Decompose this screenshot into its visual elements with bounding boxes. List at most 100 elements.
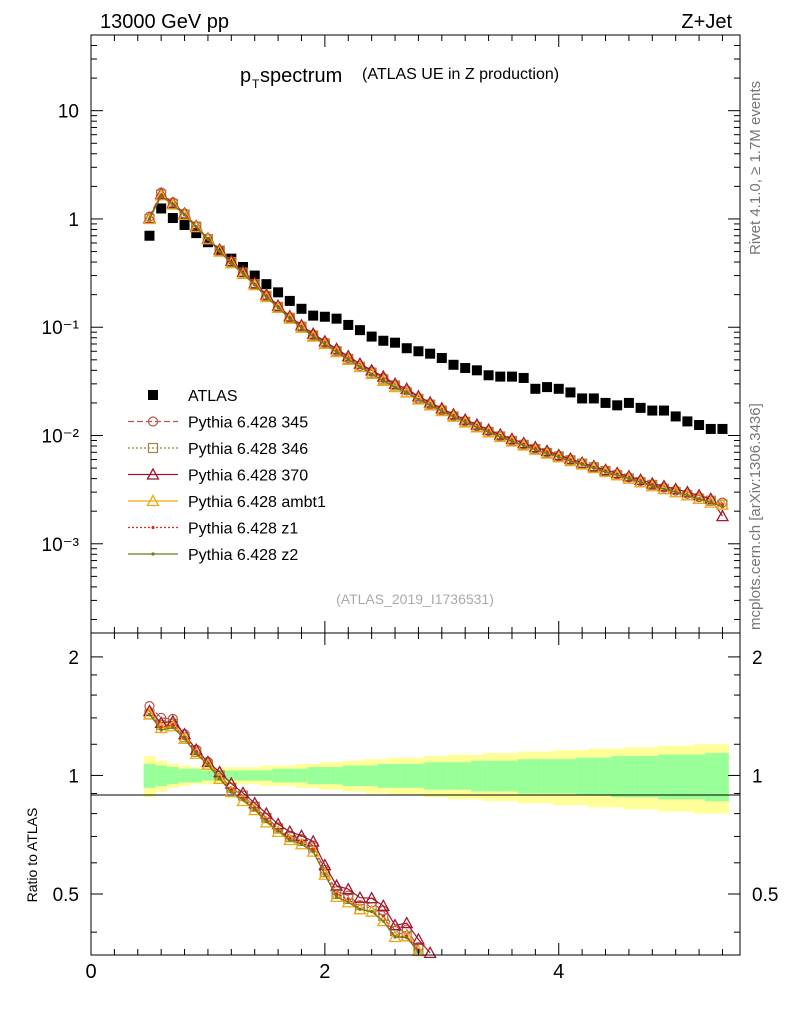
pythia-6-428-z2-point — [568, 459, 573, 463]
atlas-data-point — [366, 331, 377, 342]
pythia-6-428-ambt1-point — [306, 329, 320, 342]
pythia-6-428-z2-ratio-point — [241, 798, 245, 802]
pythia-6-428-z2-point — [440, 409, 444, 413]
ratio-y-tick-label-right: 1 — [752, 766, 763, 787]
pythia-6-428-370-point — [435, 401, 449, 414]
pythia-6-428-z2-point — [264, 295, 269, 299]
pythia-6-428-370-ratio-point — [388, 918, 402, 931]
ratio-band-inner — [541, 759, 554, 794]
pythia-6-428-ambt1-ratio-point — [189, 746, 203, 759]
legend-pythia-6-428-345-marker — [147, 416, 159, 427]
atlas-data-point — [694, 420, 705, 431]
pythia-6-428-370-point — [622, 469, 636, 482]
ratio-band-inner — [237, 770, 250, 781]
pythia-6-428-370-point — [563, 451, 578, 464]
pythia-6-428-ambt1-ratio-point — [201, 757, 215, 770]
pythia-6-428-346-ratio-line — [149, 713, 419, 950]
pythia-6-428-z2-point — [674, 490, 678, 494]
ratio-band-inner — [143, 763, 156, 788]
pythia-6-428-z2-point — [241, 272, 245, 276]
pythia-6-428-z2-ratio-point — [405, 935, 409, 940]
atlas-data-point — [682, 416, 693, 427]
pythia-6-428-ambt1-point — [411, 392, 426, 405]
pythia-6-428-z2-ratio-point — [381, 919, 385, 923]
ratio-axes: 0.5 0.5 1 1 2 2 — [53, 648, 778, 933]
atlas-data-point — [565, 387, 576, 398]
pythia-6-428-ambt1-line — [148, 194, 723, 506]
header-energy: 13000 GeV pp — [100, 11, 229, 33]
ratio-band-inner — [354, 765, 367, 787]
pythia-6-428-z2-point — [603, 470, 608, 474]
pythia-6-428-z2-point — [218, 249, 222, 254]
pythia-6-428-ambt1-ratio-point — [177, 732, 192, 744]
ratio-uncertainty-bands — [143, 744, 729, 814]
pythia-6-428-z2-line — [148, 195, 723, 508]
atlas-data-point — [518, 372, 529, 383]
pythia-6-428-ambt1-point — [470, 420, 484, 433]
ratio-band-inner — [283, 768, 297, 783]
analysis-id-label: (ATLAS_2019_I1736531) — [336, 591, 494, 607]
y-tick-label: 10⁻³ — [42, 535, 80, 556]
rivet-version-label: Rivet 4.1.0, ≥ 1.7M events — [747, 81, 764, 255]
pythia-6-428-370-ratio-point — [423, 946, 437, 959]
ratio-band-inner — [225, 770, 238, 781]
pythia-6-428-z2-ratio-point — [159, 728, 163, 732]
ratio-band-inner — [307, 767, 320, 785]
pythia-6-428-ambt1-ratio-point — [224, 785, 238, 798]
pythia-6-428-ambt1-point — [259, 290, 274, 303]
x-axis: 0 2 4 — [85, 35, 723, 983]
atlas-data-point — [483, 370, 494, 381]
pythia-6-428-z2-point — [299, 326, 304, 330]
pythia-6-428-ambt1-ratio-point — [376, 914, 390, 927]
pythia-6-428-ambt1-ratio-point — [213, 771, 227, 784]
mcplots-label: mcplots.cern.ch [arXiv:1306.3436] — [747, 403, 764, 630]
pythia-6-428-ambt1-point — [318, 337, 332, 350]
pythia-6-428-370-point — [645, 476, 659, 489]
pythia-6-428-z2-ratio-line — [149, 714, 419, 953]
legend-atlas-label: ATLAS — [188, 388, 238, 405]
ratio-band-inner — [447, 762, 460, 790]
atlas-data-point — [413, 346, 424, 357]
atlas-data-point — [436, 352, 447, 363]
pythia-6-428-346-line — [148, 193, 723, 506]
pythia-6-428-z2-ratio-point — [299, 842, 304, 846]
atlas-data-point — [506, 371, 517, 382]
ratio-band-inner — [424, 762, 437, 790]
pythia-6-428-z2-point — [159, 194, 163, 198]
pythia-6-428-z2-ratio-point — [370, 909, 374, 914]
atlas-data-point — [600, 397, 611, 408]
legend-pythia-6-428-370-label: Pythia 6.428 370 — [188, 468, 308, 485]
atlas-data-point — [623, 397, 634, 408]
pythia-6-428-370-point — [306, 326, 320, 339]
y-tick-label: 1 — [68, 210, 79, 231]
pythia-6-428-370-ratio-point — [224, 776, 238, 789]
ratio-band-inner — [646, 756, 659, 798]
legend-pythia-6-428-370-marker — [146, 467, 160, 480]
pythia-6-428-z2-point — [650, 484, 654, 488]
ratio-band-inner — [658, 754, 671, 800]
ratio-band-inner — [295, 768, 308, 783]
atlas-data-point — [296, 303, 307, 314]
atlas-data-point — [308, 310, 319, 321]
pythia-6-428-z2-ratio-point — [264, 819, 269, 824]
pythia-6-428-ambt1-point — [294, 320, 309, 333]
atlas-data-point — [319, 311, 330, 322]
ratio-band-inner — [319, 767, 332, 785]
pythia-6-428-370-point — [517, 436, 531, 449]
pythia-6-428-z2-ratio-point — [194, 752, 198, 756]
pythia-6-428-ambt1-point — [201, 232, 215, 245]
ratio-band-inner — [389, 763, 402, 788]
atlas-data-point — [495, 371, 506, 382]
ratio-band-inner — [342, 765, 355, 787]
pythia-6-428-z2-point — [451, 415, 456, 419]
atlas-data-point — [705, 423, 716, 434]
pythia-6-428-z2-point — [147, 217, 152, 221]
pythia-6-428-z2-ratio-point — [346, 900, 350, 904]
pythia-6-428-370-point — [610, 466, 624, 479]
pythia-6-428-z1-ratio-point — [381, 914, 385, 918]
pythia-6-428-370-ratio-point — [283, 824, 297, 837]
pythia-6-428-370-point — [587, 459, 601, 472]
pythia-6-428-z2-ratio-point — [311, 850, 315, 854]
atlas-data-point — [156, 203, 167, 214]
pythia-6-428-ambt1-ratio-point — [318, 867, 332, 880]
